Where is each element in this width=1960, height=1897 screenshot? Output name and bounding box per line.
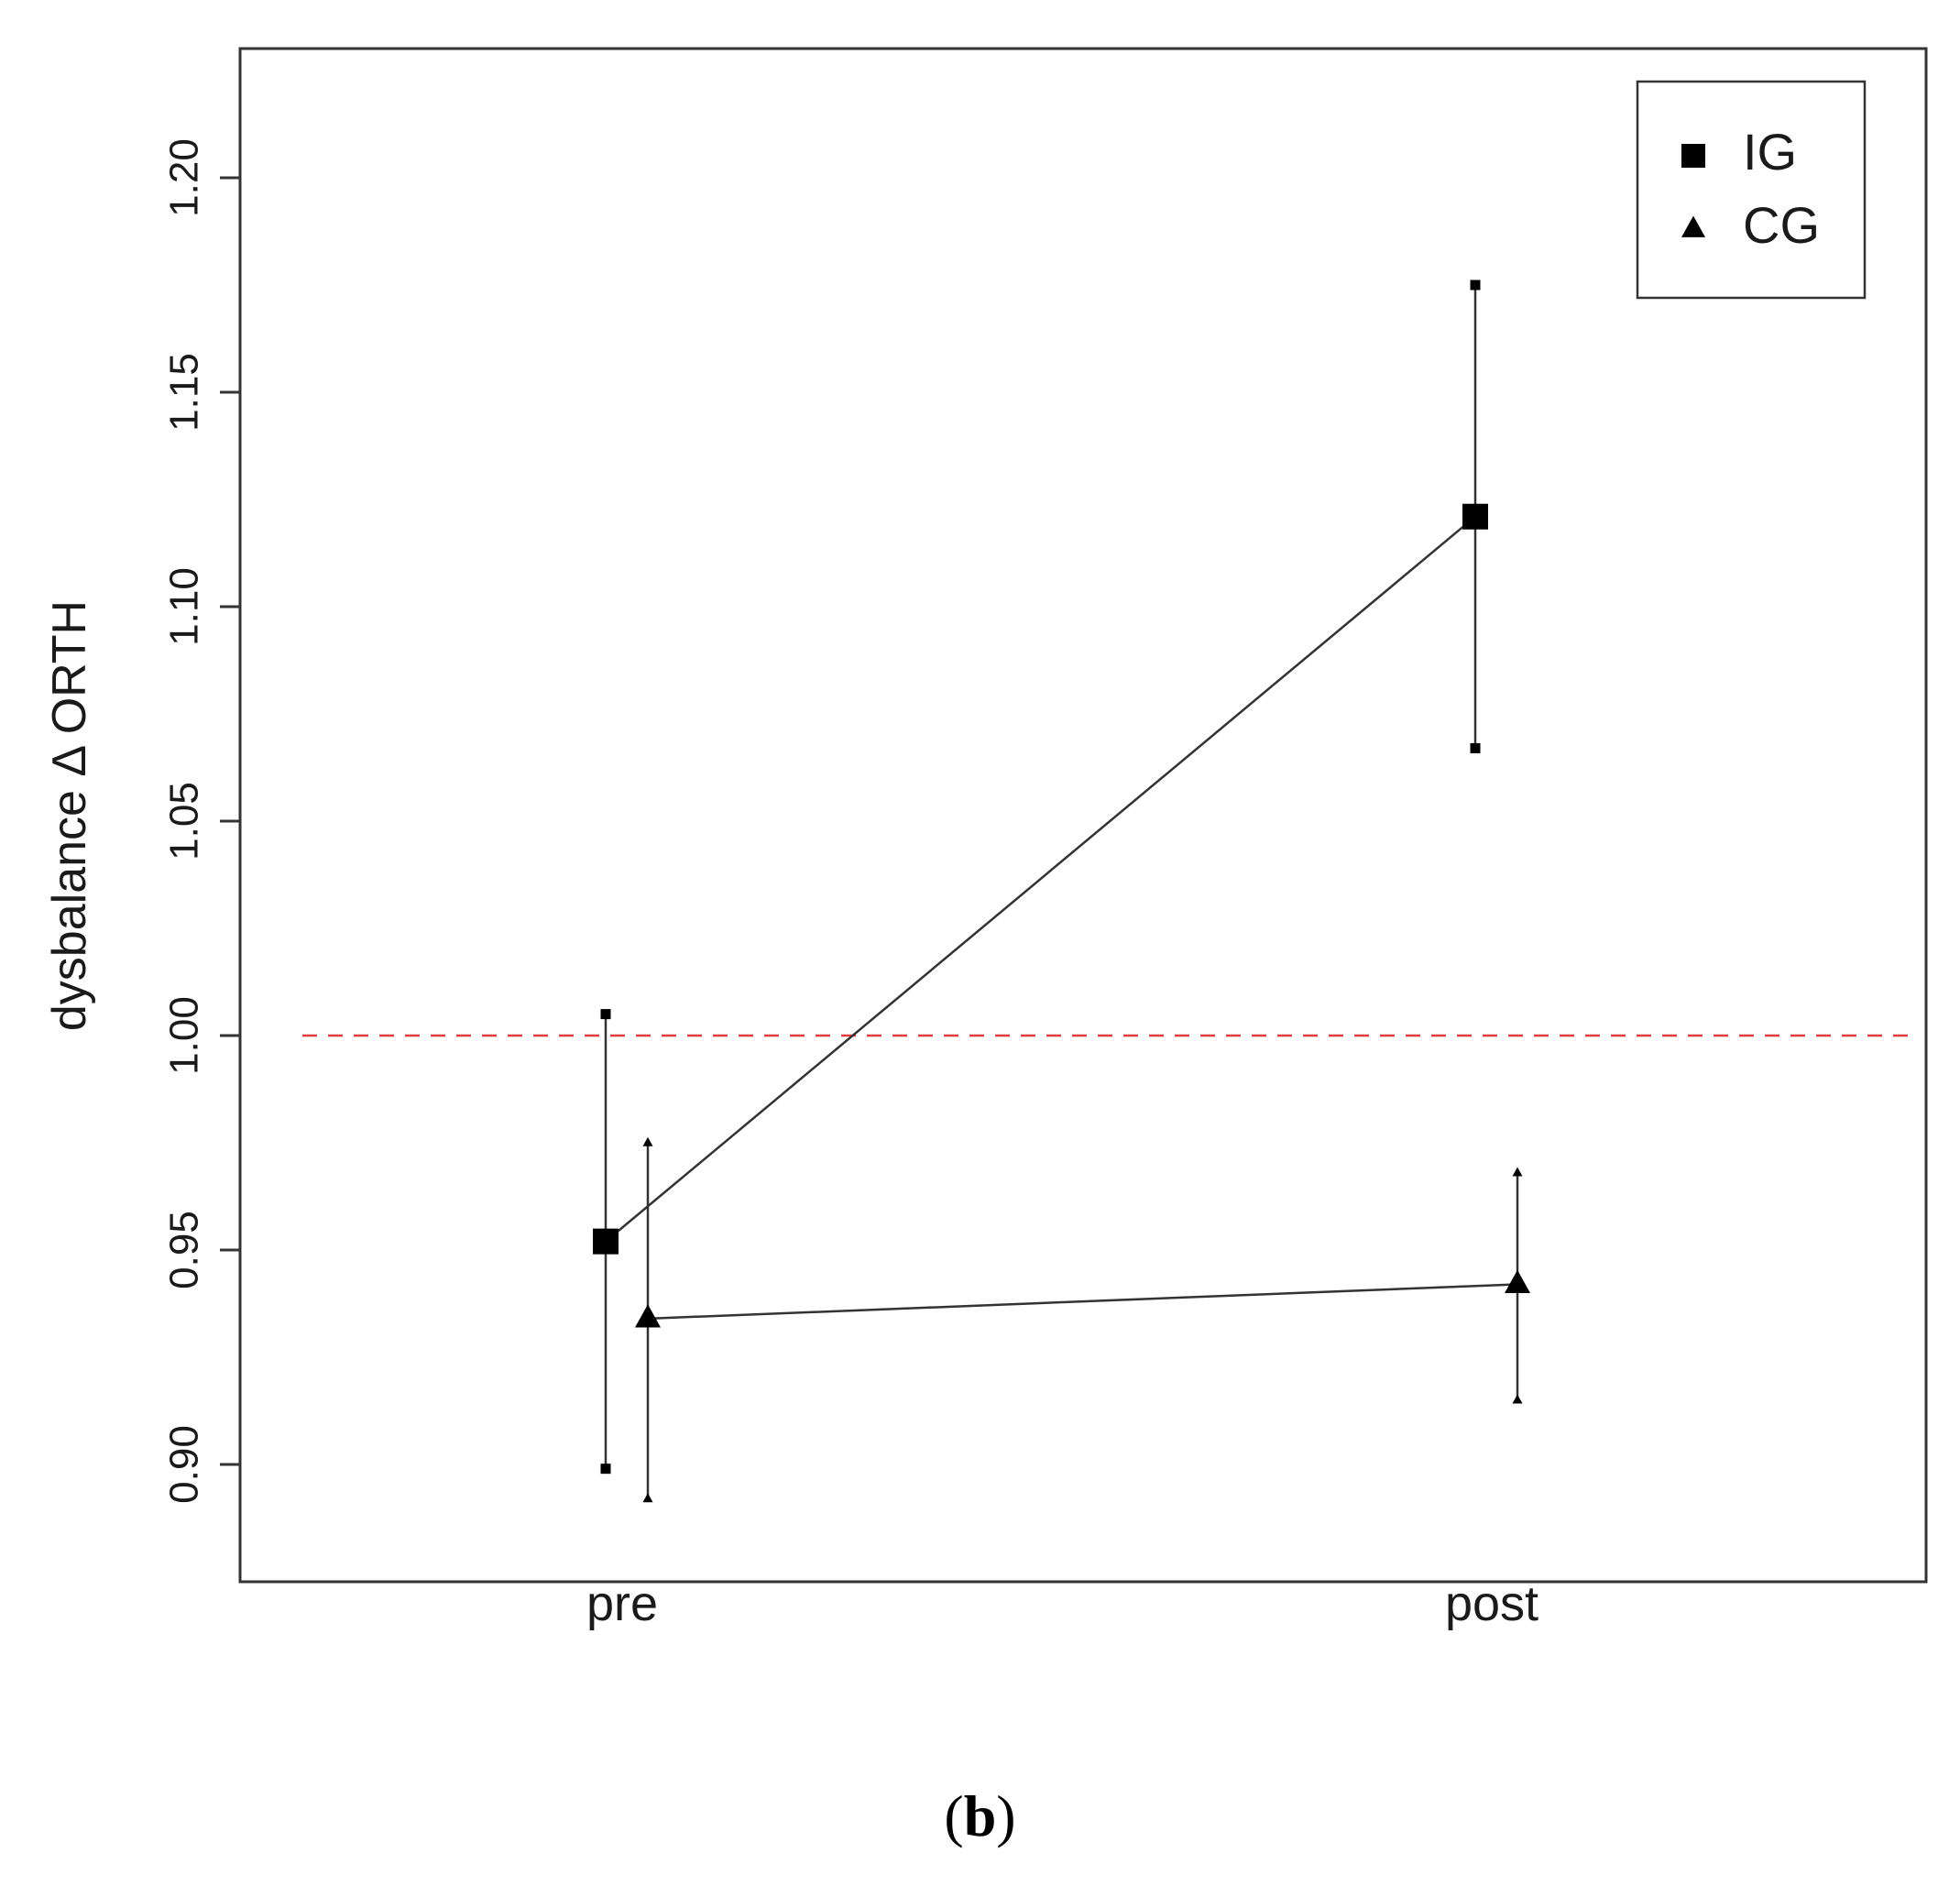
legend-marker-cg: [1681, 215, 1705, 237]
error-cap-lower: [1470, 742, 1481, 753]
series-line: [647, 1283, 1518, 1321]
y-tick-label: 0.95: [162, 1211, 207, 1289]
y-tick-label: 1.20: [162, 138, 207, 217]
data-point: [1462, 503, 1488, 530]
x-axis: pre post: [586, 1576, 1538, 1631]
error-cap-lower: [600, 1464, 611, 1475]
series-line: [605, 515, 1476, 1243]
y-axis-title: dysbalance Δ ORTH: [43, 600, 96, 1031]
y-axis: 0.90 0.95 1.00 1.05 1.10 1.15 1.20: [162, 138, 242, 1504]
y-tick-label: 1.05: [162, 782, 207, 861]
data-point: [1505, 1269, 1530, 1294]
panel-letter: b: [963, 1783, 997, 1848]
legend: IG CG: [1636, 80, 1867, 300]
series-cg: [635, 1136, 1530, 1503]
legend-label-ig: IG: [1743, 123, 1797, 181]
legend-box: [1636, 80, 1867, 300]
legend-marker-ig: [1681, 144, 1705, 168]
series-layer: [593, 280, 1530, 1503]
error-cap-upper: [1512, 1167, 1523, 1177]
panel-label: (b): [944, 1783, 1016, 1848]
y-tick-label: 0.90: [162, 1425, 207, 1504]
y-tick-label: 1.15: [162, 353, 207, 432]
data-point: [635, 1304, 661, 1328]
y-tick-label: 1.10: [162, 567, 207, 646]
x-tick-label: pre: [586, 1576, 658, 1631]
error-cap-upper: [1470, 280, 1481, 291]
error-cap-upper: [600, 1009, 611, 1020]
series-ig: [593, 280, 1488, 1475]
legend-label-cg: CG: [1743, 196, 1820, 254]
data-point: [593, 1228, 619, 1255]
error-cap-lower: [642, 1493, 653, 1503]
x-tick-label: post: [1445, 1576, 1538, 1631]
y-tick-label: 1.00: [162, 996, 207, 1075]
error-cap-lower: [1512, 1394, 1523, 1404]
chart-plot: 0.90 0.95 1.00 1.05 1.10 1.15 1.20 pre post IG C…: [43, 47, 1928, 1631]
error-cap-upper: [642, 1136, 653, 1146]
